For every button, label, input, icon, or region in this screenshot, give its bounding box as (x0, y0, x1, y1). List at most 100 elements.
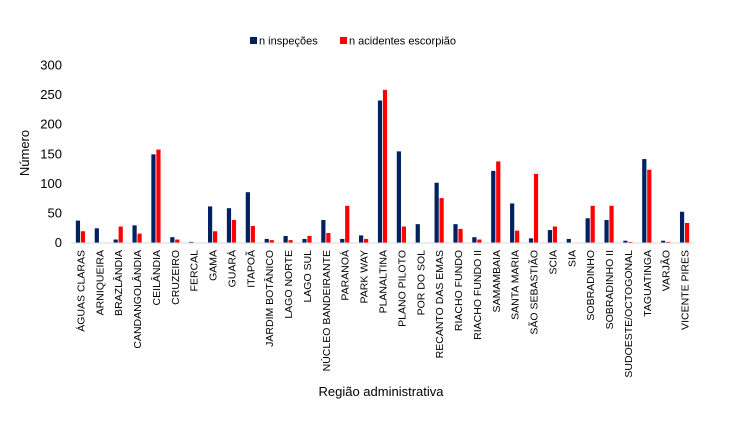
category-group (245, 192, 255, 243)
y-tick-label: 250 (40, 87, 62, 102)
category-group (604, 205, 614, 243)
bar-inspecoes (189, 241, 194, 243)
x-tick-label: TAGUATINGA (642, 250, 654, 317)
x-tick-label: CANDANGOLÂNDIA (131, 250, 144, 349)
category-group (207, 206, 218, 243)
bar-acidentes (647, 169, 652, 243)
category-group (359, 235, 369, 243)
x-tick-label: FERCAL (189, 250, 201, 292)
bar-acidentes (231, 220, 237, 243)
bar-inspecoes (566, 238, 571, 243)
x-tick-label: VARJÃO (660, 250, 673, 291)
bar-inspecoes (604, 220, 609, 243)
x-axis: ÁGUAS CLARAS ARNIQUEIRA BRAZLÂNDIA CANDANGO… (74, 250, 691, 378)
category-group (264, 238, 274, 243)
x-tick-label: RECANTO DAS EMAS (434, 250, 446, 358)
bar-inspecoes (396, 151, 401, 243)
bar-acidentes (515, 230, 520, 243)
category-group (415, 224, 420, 243)
bar-inspecoes (151, 154, 156, 243)
bar-acidentes (666, 241, 671, 243)
x-tick-label: LAGO NORTE (283, 250, 295, 319)
legend-swatch (340, 37, 347, 44)
bar-acidentes (288, 240, 293, 243)
category-group (510, 203, 520, 243)
legend-item: n inspeções (250, 36, 318, 48)
x-tick-label: PLANALTINA (378, 250, 390, 313)
bars (75, 89, 690, 243)
category-group (189, 241, 194, 243)
bar-acidentes (590, 205, 595, 243)
bar-inspecoes (547, 230, 553, 243)
bar-acidentes (382, 89, 388, 243)
x-tick-label: PARK WAY (359, 250, 371, 303)
category-group (396, 151, 406, 243)
y-tick-label: 100 (40, 176, 62, 191)
bar-acidentes (156, 149, 161, 243)
category-group (170, 237, 180, 243)
x-tick-label: SOBRADINHO II (604, 250, 616, 329)
y-tick-label: 200 (40, 117, 62, 132)
bar-acidentes (496, 161, 501, 243)
bar-acidentes (175, 239, 180, 243)
bar-inspecoes (377, 100, 383, 243)
x-axis-title: Região administrativa (318, 384, 444, 399)
bar-inspecoes (113, 239, 118, 243)
x-tick-label: ITAPOÃ (244, 250, 257, 288)
legend-swatch (250, 37, 257, 44)
bar-inspecoes (510, 203, 515, 243)
category-group (94, 228, 99, 243)
x-tick-label: PLANO PILOTO (396, 250, 408, 327)
bar-acidentes (628, 241, 633, 243)
x-tick-label: SIA (566, 250, 578, 267)
category-group (453, 224, 463, 243)
category-group (472, 237, 482, 243)
x-tick-label: CEILÂNDIA (150, 250, 163, 305)
category-group (491, 161, 501, 243)
legend-label: n acidentes escorpião (349, 36, 456, 48)
bar-inspecoes (207, 206, 213, 243)
bar-acidentes (345, 205, 350, 243)
bar-inspecoes (679, 211, 685, 243)
bar-inspecoes (226, 208, 232, 243)
category-group (661, 240, 671, 243)
bar-acidentes (609, 205, 614, 243)
bar-inspecoes (170, 237, 175, 243)
bar-acidentes (477, 239, 482, 243)
bar-acidentes (269, 240, 274, 243)
x-tick-label: BRAZLÂNDIA (112, 250, 125, 316)
x-tick-label: PARANOÁ (339, 250, 352, 301)
bar-inspecoes (359, 235, 364, 243)
bar-acidentes (364, 238, 369, 243)
category-group (226, 208, 237, 243)
bar-acidentes (250, 225, 255, 243)
y-axis-title: Número (17, 130, 32, 176)
bar-acidentes (80, 231, 86, 243)
x-tick-label: GAMA (208, 250, 220, 281)
x-tick-label: LAGO SUL (302, 250, 314, 303)
x-tick-label: POR DO SOL (415, 250, 427, 316)
x-tick-label: ARNIQUEIRA (94, 250, 106, 315)
category-group (528, 173, 539, 243)
bar-inspecoes (642, 159, 647, 243)
bar-acidentes (401, 226, 406, 243)
y-axis: 0 50 100 150 200 250 300 (40, 58, 62, 251)
bar-inspecoes (453, 224, 458, 243)
category-group (377, 89, 388, 243)
x-tick-label: RIACHO FUNDO II (472, 250, 484, 340)
legend: n inspeções n acidentes escorpião (250, 36, 456, 48)
bar-inspecoes (283, 235, 288, 243)
bar-inspecoes (245, 192, 250, 243)
y-tick-label: 300 (40, 58, 62, 73)
bar-inspecoes (132, 225, 137, 243)
bar-acidentes (552, 226, 558, 243)
category-group (642, 159, 652, 243)
category-group (75, 220, 86, 243)
bar-inspecoes (75, 220, 81, 243)
x-tick-label: CRUZEIRO (170, 250, 182, 305)
bar-inspecoes (472, 237, 477, 243)
x-tick-label: RIACHO FUNDO (453, 250, 465, 331)
category-group (585, 205, 595, 243)
bar-acidentes (533, 173, 539, 243)
